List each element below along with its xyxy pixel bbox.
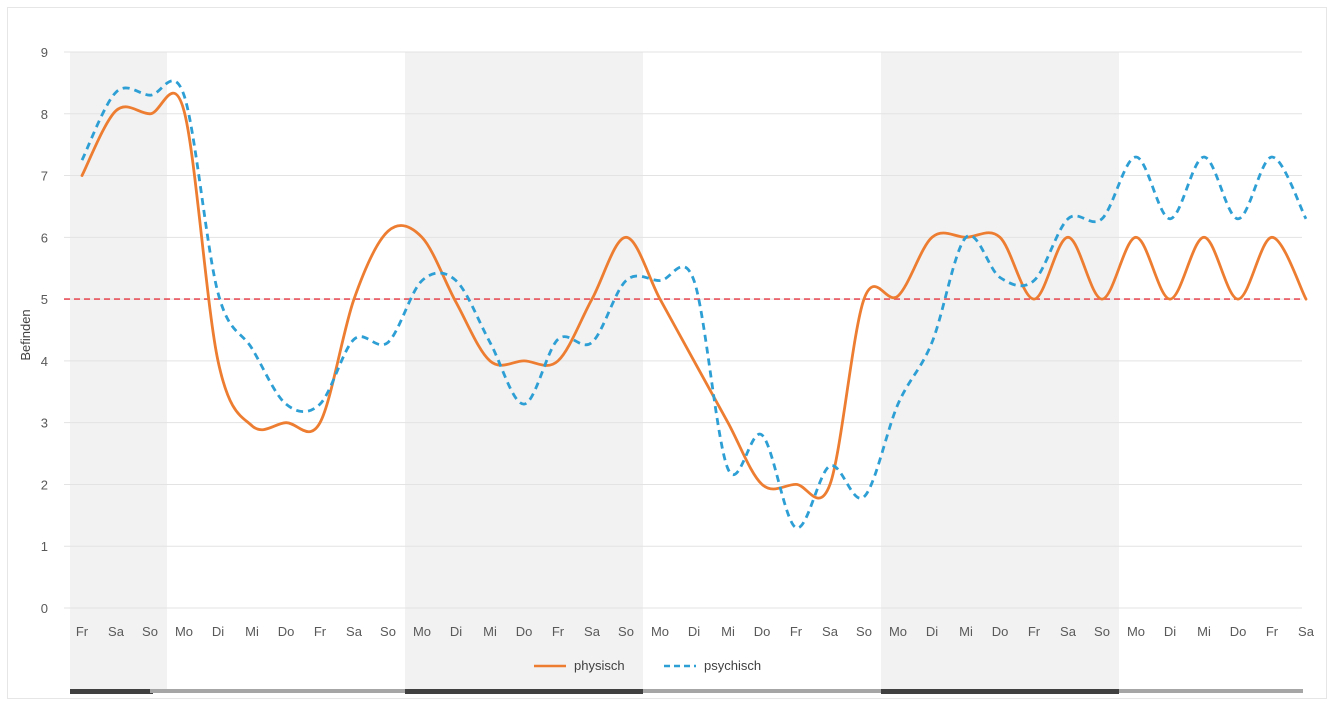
x-tick-label: Mo — [413, 624, 431, 639]
x-tick-label: Mo — [889, 624, 907, 639]
y-tick-label: 4 — [41, 354, 48, 369]
x-tick-label: Do — [1230, 624, 1247, 639]
x-tick-label: Sa — [346, 624, 363, 639]
x-tick-label: Mi — [245, 624, 259, 639]
series-line-psychisch — [80, 79, 1308, 530]
series-line-physisch — [80, 91, 1308, 500]
x-tick-label: Di — [926, 624, 938, 639]
x-tick-label: Di — [212, 624, 224, 639]
series-lines — [80, 79, 1308, 530]
legend: physisch psychisch — [534, 658, 761, 673]
y-tick-label: 0 — [41, 601, 48, 616]
y-tick-label: 2 — [41, 477, 48, 492]
y-tick-label: 7 — [41, 169, 48, 184]
shaded-band — [881, 52, 1119, 692]
y-tick-label: 3 — [41, 416, 48, 431]
shaded-band — [70, 52, 167, 692]
y-axis-ticks: 0 1 2 3 4 5 6 7 8 9 — [41, 45, 48, 616]
x-tick-label: So — [142, 624, 158, 639]
week-bar-segment — [405, 689, 643, 694]
y-tick-label: 9 — [41, 45, 48, 60]
x-tick-label: Fr — [1266, 624, 1279, 639]
x-tick-label: Fr — [314, 624, 327, 639]
x-tick-label: Di — [450, 624, 462, 639]
x-tick-label: Do — [754, 624, 771, 639]
x-tick-label: Do — [278, 624, 295, 639]
x-tick-label: Di — [688, 624, 700, 639]
week-bar-segment — [70, 689, 153, 694]
x-tick-label: Fr — [790, 624, 803, 639]
week-bar-segment — [150, 689, 405, 693]
x-tick-label: Fr — [76, 624, 89, 639]
x-tick-label: Mo — [651, 624, 669, 639]
x-tick-label: Sa — [584, 624, 601, 639]
x-tick-label: Mi — [959, 624, 973, 639]
shaded-bands — [70, 52, 1119, 692]
x-tick-label: Mo — [175, 624, 193, 639]
x-tick-label: So — [618, 624, 634, 639]
x-tick-label: Do — [516, 624, 533, 639]
legend-label-physisch: physisch — [574, 658, 625, 673]
y-axis-label: Befinden — [18, 309, 33, 360]
x-tick-label: Mi — [721, 624, 735, 639]
x-tick-label: So — [380, 624, 396, 639]
x-tick-label: Do — [992, 624, 1009, 639]
x-tick-label: Sa — [1298, 624, 1315, 639]
x-tick-label: Mo — [1127, 624, 1145, 639]
y-tick-label: 6 — [41, 230, 48, 245]
x-tick-label: Mi — [1197, 624, 1211, 639]
week-bar-segment — [881, 689, 1119, 694]
x-tick-label: So — [1094, 624, 1110, 639]
shaded-band — [405, 52, 643, 692]
x-tick-label: So — [856, 624, 872, 639]
x-tick-label: Di — [1164, 624, 1176, 639]
x-axis-ticks: Fr Sa So Mo Di Mi Do Fr Sa So Mo Di Mi Do Fr Sa So Mo Di Mi… — [76, 624, 1315, 639]
x-tick-label: Mi — [483, 624, 497, 639]
x-tick-label: Sa — [1060, 624, 1077, 639]
x-tick-label: Sa — [822, 624, 839, 639]
x-tick-label: Fr — [1028, 624, 1041, 639]
y-tick-label: 5 — [41, 292, 48, 307]
x-tick-label: Sa — [108, 624, 125, 639]
legend-label-psychisch: psychisch — [704, 658, 761, 673]
week-bar-segment — [643, 689, 881, 693]
week-bar-segment — [1119, 689, 1303, 693]
y-tick-label: 8 — [41, 107, 48, 122]
x-tick-label: Fr — [552, 624, 565, 639]
y-tick-label: 1 — [41, 539, 48, 554]
bottom-week-bar — [70, 689, 1303, 694]
